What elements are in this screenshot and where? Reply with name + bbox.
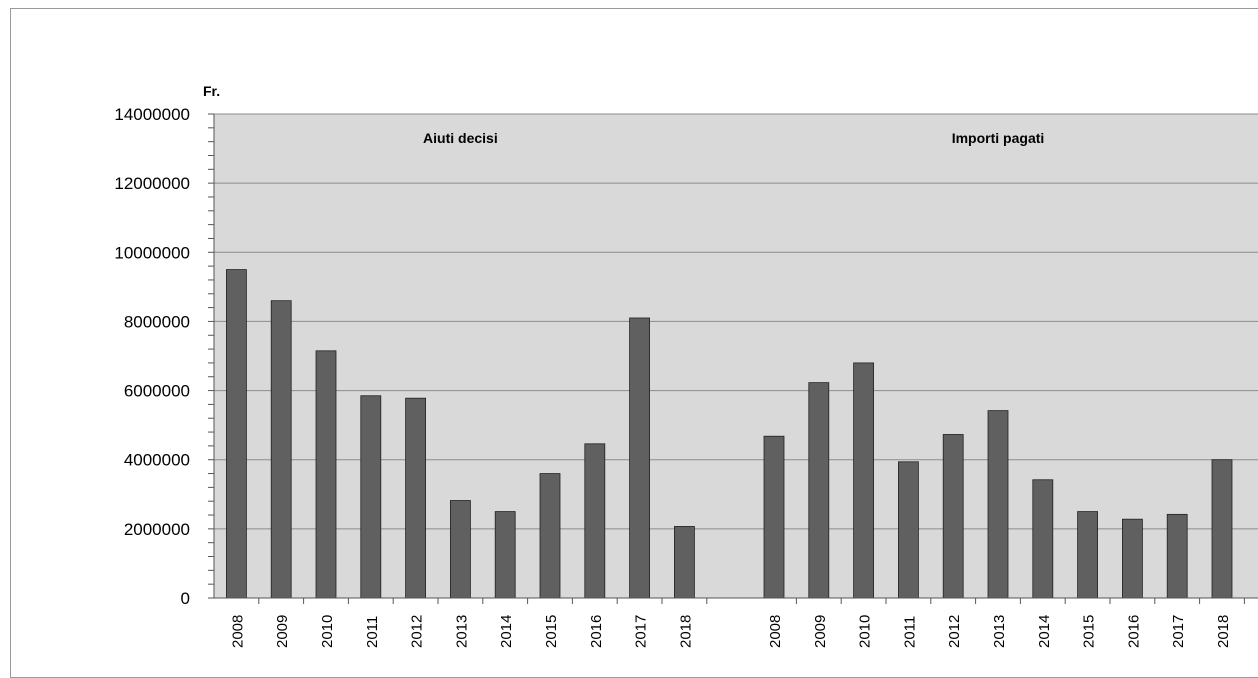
- bar: [1032, 479, 1054, 599]
- axes: [208, 113, 1258, 604]
- bar: [987, 410, 1009, 599]
- x-tick-label: 2018: [677, 615, 694, 648]
- x-tick-label: 2012: [409, 615, 426, 648]
- bar: [1166, 513, 1188, 599]
- group-label-importi-pagati: Importi pagati: [952, 130, 1045, 146]
- y-tick-label: 0: [181, 589, 190, 608]
- bar: [808, 382, 830, 599]
- bar: [1211, 459, 1233, 599]
- bar: [853, 362, 874, 599]
- x-tick-label: 2011: [364, 616, 381, 648]
- bar: [629, 317, 650, 599]
- x-tick-label: 2011: [901, 616, 918, 648]
- group-label-aiuti-decisi: Aiuti decisi: [423, 130, 498, 146]
- x-tick-label: 2014: [498, 615, 515, 648]
- bar: [1077, 511, 1098, 599]
- x-tick-labels: 2008 2009 2010 2011 2012 2013 2014 2015 2016 2017…: [229, 615, 1232, 648]
- bar: [270, 300, 292, 599]
- bar: [360, 395, 382, 599]
- x-tick-label: 2015: [543, 615, 560, 648]
- bar: [315, 350, 337, 599]
- y-tick-label: 10000000: [114, 243, 190, 262]
- x-tick-label: 2009: [274, 615, 291, 648]
- bar: [405, 397, 427, 599]
- bar: [539, 473, 561, 599]
- x-tick-label: 2010: [857, 615, 874, 648]
- y-tick-label: 8000000: [124, 312, 190, 331]
- x-tick-label: 2018: [1215, 615, 1232, 648]
- x-tick-label: 2016: [1125, 615, 1142, 648]
- x-tick-label: 2012: [946, 615, 963, 648]
- y-tick-labels: 0 2000000 4000000 6000000 8000000 10000000 120…: [114, 105, 190, 608]
- bar: [449, 500, 471, 599]
- y-tick-label: 4000000: [124, 451, 190, 470]
- x-tick-label: 2015: [1081, 615, 1098, 648]
- bar: [494, 511, 516, 599]
- bar: [942, 434, 964, 599]
- x-tick-label: 2014: [1036, 615, 1053, 648]
- x-tick-label: 2008: [229, 615, 246, 648]
- x-tick-label: 2010: [319, 615, 336, 648]
- y-tick-label: 2000000: [124, 520, 190, 539]
- x-tick-label: 2008: [767, 615, 784, 648]
- bar: [674, 526, 695, 599]
- bar: [584, 443, 606, 599]
- x-tick-label: 2016: [588, 615, 605, 648]
- y-tick-label: 6000000: [124, 382, 190, 401]
- x-tick-label: 2013: [991, 615, 1008, 648]
- x-tick-label: 2009: [812, 615, 829, 648]
- bar: [1122, 518, 1143, 599]
- bar: [898, 461, 919, 599]
- gridlines: [214, 113, 1258, 530]
- bar-chart: 0 2000000 4000000 6000000 8000000 10000000 120…: [114, 83, 1258, 648]
- y-tick-label: 14000000: [114, 105, 190, 124]
- x-tick-label: 2017: [1170, 615, 1187, 648]
- bar: [763, 435, 785, 599]
- x-tick-label: 2017: [633, 615, 650, 648]
- x-tick-label: 2013: [453, 615, 470, 648]
- bar: [225, 269, 247, 599]
- y-tick-label: 12000000: [114, 174, 190, 193]
- y-axis-unit-label: Fr.: [203, 83, 220, 99]
